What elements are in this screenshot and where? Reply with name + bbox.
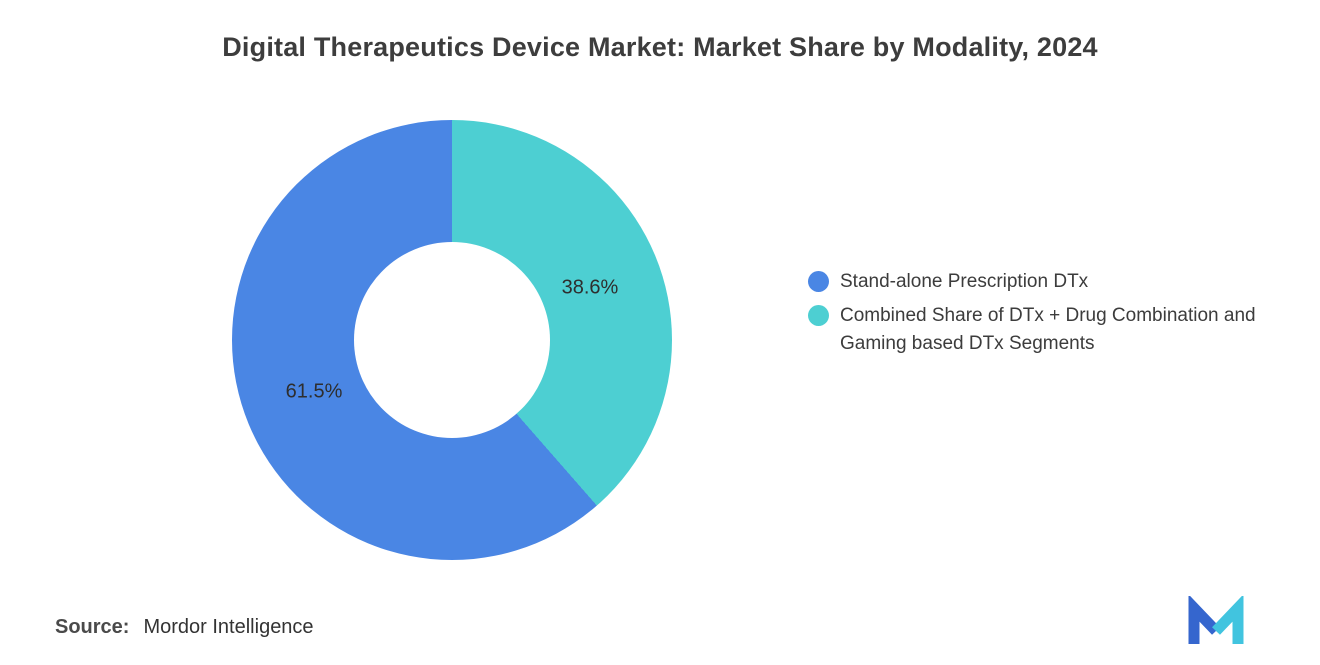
legend-item-combined-dtx: Combined Share of DTx + Drug Combination… (808, 302, 1308, 359)
source-line: Source: Mordor Intelligence (55, 616, 314, 639)
legend-label-standalone-dtx: Stand-alone Prescription DTx (840, 271, 1089, 292)
legend-swatch-standalone-dtx (808, 271, 829, 292)
donut-hole (354, 242, 550, 438)
legend-item-standalone-dtx: Stand-alone Prescription DTx (808, 268, 1308, 297)
donut-chart: 38.6% 61.5% (232, 120, 672, 560)
legend: Stand-alone Prescription DTx Combined Sh… (808, 268, 1308, 359)
slice-label-combined-dtx: 38.6% (561, 276, 619, 299)
chart-title: Digital Therapeutics Device Market: Mark… (222, 32, 1098, 62)
legend-swatch-combined-dtx (808, 304, 829, 326)
source-value: Mordor Intelligence (143, 616, 314, 638)
slice-label-standalone-dtx: 61.5% (285, 380, 343, 403)
source-label: Source: (55, 616, 130, 638)
legend-label-combined-dtx: Combined Share of DTx + Drug Combination… (840, 304, 1256, 355)
mordor-intelligence-logo (1188, 596, 1244, 644)
